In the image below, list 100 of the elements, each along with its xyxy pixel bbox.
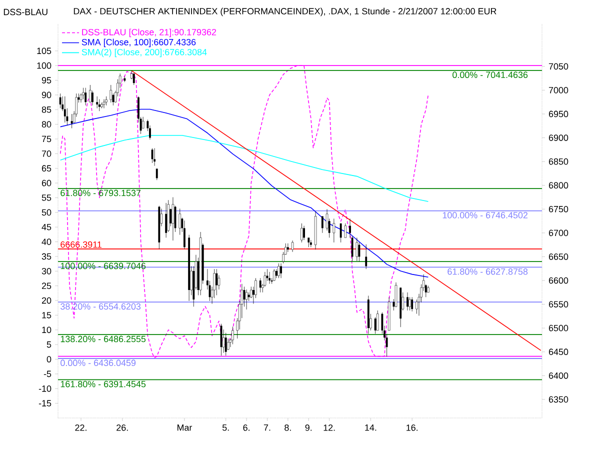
y2-tick-label: 100 (37, 62, 52, 69)
candlestick (344, 223, 347, 238)
legend-label: SMA(2) [Close, 200]:6766.3084 (82, 48, 207, 58)
candlestick (224, 332, 227, 356)
ref-line-label: 7041.4636 (486, 72, 528, 78)
candlestick (394, 282, 398, 308)
ref-line-label: 6391.4545 (104, 380, 146, 388)
y2-tick-label: 20 (42, 297, 52, 304)
candlestick (303, 226, 305, 240)
y-tick-label: 6950 (548, 110, 568, 118)
x-tick-label: 26. (116, 424, 128, 431)
ref-line-label: 6746.4502 (486, 212, 528, 218)
y2-tick-label: 80 (42, 121, 52, 128)
ref-line-label: 6666.3911 (60, 241, 102, 248)
y-tick-label: 6600 (548, 277, 568, 284)
candlestick (245, 289, 248, 310)
legend-label: DSS-BLAU [Close, 21]:90.179362 (82, 28, 216, 38)
candlestick (216, 268, 218, 296)
x-tick-label: 7. (264, 424, 270, 431)
annotation: 100.00% - (60, 262, 101, 270)
candlestick (165, 202, 168, 238)
y2-tick-label: 45 (42, 224, 52, 230)
candlestick (332, 218, 336, 243)
ref-line-label: 6627.8758 (486, 268, 528, 275)
candlestick (92, 90, 94, 106)
ref-line-label: 6436.0459 (94, 360, 136, 366)
x-tick-label: 6. (243, 424, 250, 431)
y2-tick-label: 55 (42, 194, 52, 201)
y-tick-label: 7000 (548, 87, 568, 94)
y2-tick-label: 25 (42, 282, 52, 290)
candlestick (411, 296, 414, 312)
annotation: 0.00% - (452, 72, 483, 78)
y2-tick-label: 35 (42, 253, 52, 260)
candlestick (300, 223, 303, 243)
y2-tick-label: 75 (42, 136, 52, 142)
candlestick (172, 197, 174, 241)
candlestick (156, 168, 158, 180)
annotation: 100.00% - (442, 212, 483, 218)
candlestick (340, 223, 342, 243)
annotation: 161.80% - (60, 380, 101, 388)
y-tick-label: 6400 (548, 372, 568, 379)
y2-tick-label: 90 (42, 92, 52, 98)
candlestick (232, 326, 234, 344)
candlestick (365, 244, 368, 270)
x-tick-label: 12. (324, 424, 335, 431)
x-tick-label: 16. (406, 424, 418, 431)
candlestick (286, 243, 289, 252)
x-tick-label: 22. (75, 424, 86, 431)
ref-line-label: 6486.2555 (104, 336, 146, 342)
candlestick (356, 237, 358, 262)
y2-tick-label: 85 (42, 106, 52, 113)
y2-tick-label: 5 (46, 341, 52, 348)
candlestick (291, 240, 294, 252)
x-tick-label: Mar (177, 424, 192, 431)
candlestick (280, 263, 282, 278)
y2-tick-label: 0 (46, 356, 52, 362)
candlestick (310, 240, 312, 248)
ref-line-label: 6793.1537 (99, 190, 141, 196)
y2-tick-label: 50 (42, 209, 52, 216)
y2-tick-label: 65 (42, 165, 52, 172)
y-tick-label: 6500 (548, 324, 568, 332)
x-tick-label: 5. (222, 424, 229, 431)
y-tick-label: 6350 (548, 396, 568, 403)
y-tick-label: 6650 (548, 254, 568, 260)
y2-tick-label: 30 (42, 268, 52, 274)
annotation: 138.20% - (60, 336, 101, 342)
candlestick (408, 296, 411, 311)
ref-line-label: 6639.7046 (104, 262, 146, 270)
candlestick (308, 237, 310, 248)
y2-tick-label: 70 (42, 150, 52, 157)
y2-axis-title: DSS-BLAU (4, 8, 48, 16)
candlestick (64, 96, 66, 123)
ref-line-label: 6554.6203 (99, 303, 141, 310)
candlestick (374, 316, 376, 334)
candlestick (268, 272, 271, 284)
y2-tick-label: -5 (44, 370, 52, 378)
candlestick (142, 116, 144, 128)
candlestick (376, 310, 379, 331)
candlestick (59, 93, 62, 108)
annotation: 61.80% - (448, 268, 483, 275)
y2-tick-label: -10 (38, 385, 52, 392)
candlestick (98, 99, 100, 112)
y-tick-label: 6750 (548, 206, 568, 212)
candlestick (132, 73, 135, 86)
candlestick (178, 208, 181, 236)
y2-tick-label: 10 (42, 326, 52, 334)
candlestick (105, 96, 108, 106)
y2-tick-label: -15 (38, 400, 52, 406)
candlestick (110, 84, 112, 103)
candlestick (154, 148, 156, 166)
line-series (60, 108, 429, 278)
x-tick-label: 9. (305, 424, 312, 431)
candlestick (273, 268, 276, 282)
candlestick (227, 338, 230, 350)
annotation: 38.20% - (60, 303, 96, 310)
candlestick (70, 114, 73, 128)
candlestick (259, 278, 262, 293)
candlestick (184, 220, 186, 250)
y-tick-label: 6800 (548, 182, 568, 189)
y-tick-label: 6450 (548, 348, 568, 356)
